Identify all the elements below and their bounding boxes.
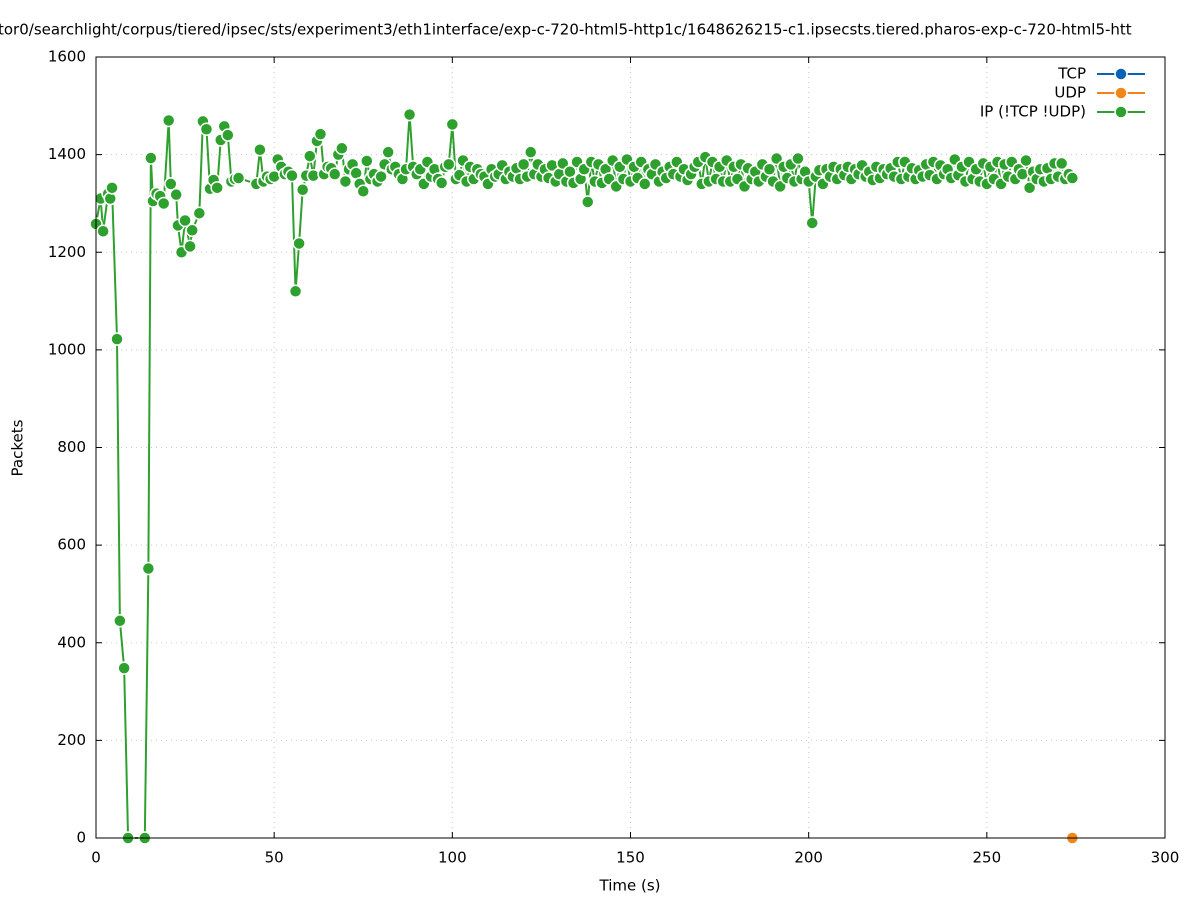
x-tick-label: 200 bbox=[794, 849, 823, 867]
data-point bbox=[442, 157, 456, 172]
data-point bbox=[161, 113, 176, 128]
data-point bbox=[1022, 181, 1037, 195]
legend-label: UDP bbox=[1054, 84, 1086, 102]
data-point bbox=[221, 128, 235, 142]
chart-title: tor0/searchlight/corpus/tiered/ipsec/sts… bbox=[0, 21, 1132, 39]
y-tick-label: 600 bbox=[57, 536, 86, 554]
legend-marker bbox=[1114, 67, 1128, 81]
data-point bbox=[105, 181, 119, 195]
data-point bbox=[1065, 171, 1080, 185]
data-point bbox=[523, 145, 538, 159]
series-line bbox=[95, 114, 1074, 839]
data-point bbox=[253, 142, 267, 157]
data-point bbox=[117, 661, 131, 675]
data-point bbox=[144, 151, 158, 165]
data-point bbox=[285, 168, 299, 183]
data-point bbox=[295, 183, 310, 197]
data-point bbox=[445, 117, 460, 132]
data-point bbox=[292, 236, 306, 251]
data-point bbox=[381, 145, 395, 159]
data-point bbox=[185, 223, 199, 238]
data-point bbox=[192, 206, 207, 220]
data-point bbox=[156, 196, 171, 211]
data-point bbox=[210, 181, 224, 195]
data-point bbox=[169, 187, 183, 202]
data-point bbox=[303, 149, 317, 163]
data-point bbox=[183, 239, 197, 254]
legend-marker bbox=[1114, 105, 1128, 119]
x-tick-label: 250 bbox=[973, 849, 1002, 867]
legend-label: IP (!TCP !UDP) bbox=[980, 103, 1086, 121]
x-tick-label: 50 bbox=[265, 849, 284, 867]
data-point bbox=[231, 171, 246, 185]
y-tick-label: 200 bbox=[57, 731, 86, 749]
data-point bbox=[164, 177, 178, 191]
y-tick-label: 1200 bbox=[48, 243, 86, 261]
data-point bbox=[141, 561, 156, 576]
x-tick-label: 0 bbox=[91, 849, 101, 867]
data-point bbox=[327, 167, 342, 181]
data-point bbox=[638, 177, 652, 191]
x-tick-label: 100 bbox=[438, 849, 467, 867]
data-point bbox=[103, 191, 118, 206]
y-tick-label: 1600 bbox=[48, 48, 86, 66]
data-point bbox=[96, 224, 110, 239]
y-tick-label: 400 bbox=[57, 633, 86, 651]
y-tick-label: 0 bbox=[76, 829, 86, 847]
data-point bbox=[434, 176, 449, 190]
data-point bbox=[335, 141, 349, 156]
data-point bbox=[199, 122, 214, 136]
data-point bbox=[374, 169, 388, 184]
data-point bbox=[1019, 153, 1033, 168]
data-point bbox=[288, 284, 303, 299]
data-point bbox=[356, 184, 370, 198]
data-point bbox=[178, 213, 192, 228]
data-point bbox=[113, 614, 127, 628]
x-tick-label: 150 bbox=[616, 849, 645, 867]
data-point bbox=[762, 162, 777, 177]
y-axis-label: Packets bbox=[9, 419, 27, 476]
data-point bbox=[1054, 156, 1069, 171]
data-point bbox=[580, 195, 595, 209]
data-point bbox=[516, 157, 531, 172]
x-tick-label: 300 bbox=[1151, 849, 1180, 867]
legend-marker bbox=[1114, 86, 1128, 100]
data-point bbox=[402, 107, 417, 122]
data-point bbox=[338, 174, 353, 189]
data-point bbox=[791, 151, 805, 166]
plot-border bbox=[95, 56, 1166, 839]
data-point bbox=[110, 332, 124, 346]
data-point bbox=[360, 154, 374, 168]
data-point bbox=[805, 216, 819, 230]
y-tick-label: 1400 bbox=[48, 145, 86, 163]
y-tick-label: 1000 bbox=[48, 340, 86, 358]
data-point bbox=[313, 127, 328, 141]
legend-label: TCP bbox=[1057, 65, 1086, 83]
y-tick-label: 800 bbox=[57, 438, 86, 456]
x-axis-label: Time (s) bbox=[599, 877, 661, 895]
